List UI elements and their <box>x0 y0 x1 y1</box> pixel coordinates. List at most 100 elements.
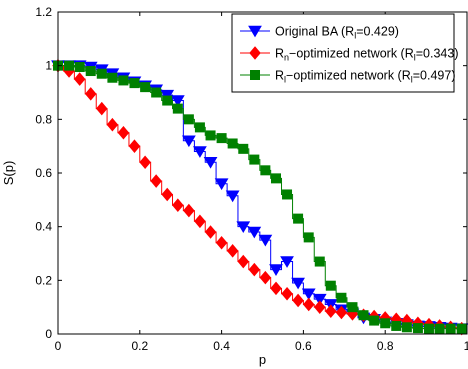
data-point <box>73 72 86 86</box>
legend-label: Rn−optimized network (Rl=0.343) <box>275 47 459 63</box>
data-point <box>380 318 391 329</box>
legend-subscript: l <box>411 75 413 85</box>
data-point <box>107 72 118 83</box>
data-point <box>117 125 130 140</box>
x-tick-label: 0 <box>55 339 62 353</box>
plot-area <box>51 58 468 336</box>
data-point <box>74 62 85 73</box>
legend-subscript: l <box>414 53 416 63</box>
data-point <box>139 155 151 170</box>
data-point <box>237 254 250 269</box>
data-point <box>84 87 97 101</box>
data-point <box>270 281 282 296</box>
data-point <box>335 305 348 320</box>
legend-text: −optimized network (R <box>289 47 414 61</box>
data-point <box>238 143 249 154</box>
data-point <box>282 189 293 200</box>
data-point <box>301 288 316 301</box>
data-point <box>412 323 423 334</box>
legend-item: Rn−optimized network (Rl=0.343) <box>240 46 459 63</box>
data-point <box>347 302 358 313</box>
series-line <box>58 65 462 330</box>
legend-text: R <box>275 69 284 83</box>
data-point <box>160 89 175 102</box>
legend-text: Original BA (R <box>275 25 354 39</box>
legend-text: =0.429) <box>356 25 399 39</box>
data-point <box>270 173 281 184</box>
data-point <box>456 323 467 334</box>
data-point <box>194 214 206 229</box>
data-point <box>150 174 162 188</box>
data-point <box>369 315 380 326</box>
data-point <box>194 122 205 133</box>
series-1 <box>52 58 468 336</box>
data-point <box>106 117 119 132</box>
y-tick-label: 0.8 <box>35 112 52 126</box>
data-point <box>170 95 185 107</box>
data-point <box>85 66 96 77</box>
data-point <box>445 323 456 334</box>
data-point <box>281 286 293 301</box>
data-point <box>172 103 183 114</box>
data-point <box>302 297 315 312</box>
y-axis-label: S(p) <box>1 161 16 186</box>
y-tick-label: 1 <box>45 59 52 73</box>
data-point <box>205 130 216 141</box>
data-point <box>291 277 305 290</box>
data-point <box>118 75 129 86</box>
data-point <box>325 304 337 318</box>
legend-text: =0.343) <box>416 47 459 61</box>
legend-marker <box>248 25 262 38</box>
data-point <box>96 68 107 79</box>
legend-label: Rl−optimized network (Rl=0.497) <box>275 69 455 85</box>
data-point <box>269 264 283 276</box>
legend-marker <box>249 46 261 60</box>
x-tick-label: 0.8 <box>377 339 394 353</box>
data-point <box>182 135 196 148</box>
series-2 <box>53 60 467 334</box>
data-point <box>172 198 184 212</box>
x-tick-label: 0.4 <box>213 339 230 353</box>
axis-ticks: 0 0.2 0.4 0.6 0.8 1 0 0.2 0.4 0.6 0.8 1 1.2 <box>35 5 468 353</box>
legend-text: −optimized network (R <box>286 69 411 83</box>
data-point <box>64 60 75 71</box>
data-point <box>247 226 262 239</box>
data-point <box>96 101 108 116</box>
data-point <box>216 133 227 144</box>
data-point <box>314 300 326 314</box>
legend-item: Rl−optimized network (Rl=0.497) <box>240 69 455 85</box>
data-point <box>292 293 304 308</box>
data-point <box>193 146 207 158</box>
data-point <box>260 165 271 176</box>
legend: Original BA (Rl=0.429)Rn−optimized netwo… <box>231 13 459 93</box>
data-point <box>140 82 151 93</box>
data-point <box>129 78 140 89</box>
data-point <box>336 292 347 303</box>
data-point <box>293 213 304 224</box>
data-point <box>325 280 336 291</box>
legend-text: =0.497) <box>413 69 456 83</box>
data-point <box>204 225 217 239</box>
y-tick-label: 0.4 <box>35 220 52 234</box>
data-point <box>401 322 412 333</box>
data-point <box>128 139 141 153</box>
x-axis-label: p <box>259 352 266 367</box>
y-tick-label: 0.2 <box>35 273 52 287</box>
data-point <box>227 138 238 149</box>
data-point <box>303 232 314 243</box>
legend-text: R <box>275 47 284 61</box>
data-point <box>280 256 294 268</box>
data-point <box>248 262 261 277</box>
legend-subscript: l <box>354 31 356 41</box>
legend-item: Original BA (Rl=0.429) <box>240 25 399 41</box>
data-point <box>183 203 195 218</box>
data-point <box>259 270 272 285</box>
data-point <box>249 154 260 165</box>
series-line <box>58 65 462 330</box>
data-point <box>226 244 239 258</box>
data-point <box>225 190 240 203</box>
series-line <box>58 65 462 330</box>
y-tick-label: 0 <box>45 327 52 341</box>
data-point <box>423 323 434 334</box>
